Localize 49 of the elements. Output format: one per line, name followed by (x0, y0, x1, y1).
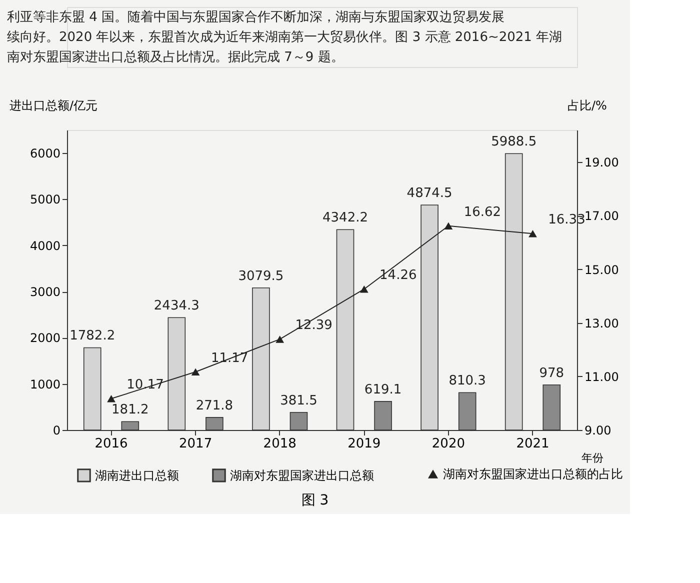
data-label: 2434.3 (154, 298, 200, 314)
y-tick-label: 0 (52, 424, 60, 438)
data-label: 810.3 (448, 374, 486, 389)
data-label: 5988.5 (491, 134, 537, 150)
x-tick-label: 2016 (94, 436, 128, 452)
x-tick-label: 2020 (432, 436, 465, 452)
data-label: 14.26 (380, 268, 417, 284)
point (360, 285, 368, 293)
text: 利亚等非东盟 4 国。随着中国与东盟国家合作不断加深，湖南与东盟国家双边贸易发展 (7, 9, 505, 25)
legend-label: 湖南对东盟国家进出口总额的占比 (443, 467, 623, 481)
data-label: 181.2 (112, 402, 149, 418)
y-tick-label: 2000 (30, 331, 60, 346)
data-label: 271.8 (196, 398, 234, 414)
point (528, 230, 537, 238)
y2-tick-label: 15.00 (584, 262, 619, 277)
data-label: 619.1 (364, 382, 402, 398)
data-label: 978 (539, 366, 564, 381)
x-tick-label: 2021 (516, 436, 550, 452)
x-axis-title: 年份 (582, 452, 604, 464)
point (107, 395, 116, 402)
y2-tick-label: 11.00 (584, 370, 619, 384)
data-label: 381.5 (280, 393, 318, 408)
point (444, 222, 453, 230)
x-tick-label: 2018 (263, 436, 296, 452)
y-tick-label: 4000 (30, 238, 60, 253)
data-label: 1782.2 (70, 328, 116, 344)
data-label: 16.62 (464, 204, 502, 220)
y-tick-label: 1000 (30, 377, 60, 392)
y-tick-label: 6000 (30, 146, 60, 161)
legend-label: 湖南对东盟国家进出口总额 (230, 468, 374, 482)
y-tick-label: 5000 (30, 192, 60, 207)
data-label: 4342.2 (322, 210, 368, 226)
text: 图 3 (301, 492, 329, 508)
data-label: 4874.5 (406, 186, 452, 202)
y2-tick-label: 13.00 (584, 316, 619, 330)
point (276, 336, 284, 343)
y-axis-title: 进出口总额/亿元 (9, 98, 98, 112)
text: 续向好。2020 年以来，东盟首次成为近年来湖南第一大贸易伙伴。图 3 示意 2016~2021 年湖 (7, 30, 562, 45)
y-tick-label: 3000 (30, 285, 60, 300)
y2-tick-label: 17.00 (584, 209, 619, 224)
x-tick-label: 2017 (179, 436, 212, 452)
data-label: 3079.5 (238, 268, 284, 284)
y2-tick-label: 9.00 (584, 424, 612, 438)
y2-tick-label: 19.00 (584, 156, 619, 170)
legend-label: 湖南进出口总额 (95, 468, 179, 482)
x-tick-label: 2019 (348, 436, 381, 452)
point (191, 368, 200, 376)
text: 南对东盟国家进出口总额及占比情况。据此完成 7～9 题。 (7, 49, 344, 65)
y2-axis-title: 占比/% (568, 98, 607, 112)
